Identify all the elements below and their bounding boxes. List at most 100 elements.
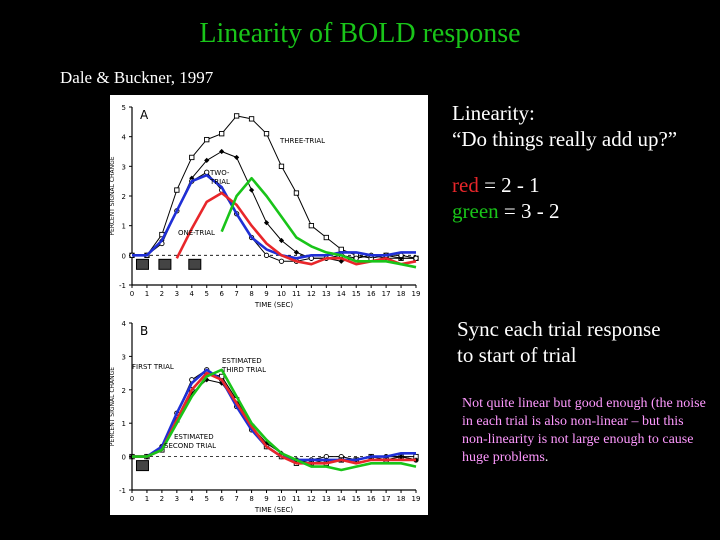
x-tick-label: 2 xyxy=(160,495,164,503)
panel-letter: B xyxy=(140,324,148,338)
label-two-trial-2: TRIAL xyxy=(209,178,230,186)
x-tick-label: 16 xyxy=(367,290,376,298)
series-line xyxy=(132,368,417,472)
x-tick-label: 13 xyxy=(322,495,331,503)
equations-block: red = 2 - 1 green = 3 - 2 xyxy=(452,172,559,224)
x-tick-label: 7 xyxy=(234,495,238,503)
y-tick-label: -1 xyxy=(119,487,126,495)
y-tick-label: 0 xyxy=(122,454,126,462)
x-tick-label: 6 xyxy=(219,290,224,298)
label-first-trial: FIRST TRIAL xyxy=(132,363,174,371)
data-point xyxy=(278,163,285,169)
data-point xyxy=(248,116,255,122)
caveat-end: . xyxy=(544,450,549,465)
slide-title: Linearity of BOLD response xyxy=(199,18,521,49)
data-point xyxy=(248,187,255,193)
red-equation: red = 2 - 1 xyxy=(452,172,559,198)
x-axis-label: TIME (SEC) xyxy=(254,506,294,514)
x-tick-label: 8 xyxy=(249,290,253,298)
linearity-question-block: Linearity: “Do things really add up?” xyxy=(452,100,677,152)
green-word: green xyxy=(452,199,499,223)
linearity-caveat: Not quite linear but good enough (the no… xyxy=(462,395,712,467)
data-point xyxy=(234,154,240,161)
x-tick-label: 15 xyxy=(352,290,361,298)
series-line xyxy=(220,176,417,269)
sync-line-2: to start of trial xyxy=(457,343,577,367)
label-estimated-third-2: THIRD TRIAL xyxy=(221,366,266,374)
data-point xyxy=(204,377,210,383)
y-tick-label: 0 xyxy=(122,252,126,260)
x-tick-label: 1 xyxy=(145,290,149,298)
label-two-trial-1: TWO- xyxy=(209,169,230,177)
x-tick-label: 1 xyxy=(145,495,149,503)
x-tick-label: 19 xyxy=(412,495,421,503)
caveat-text: Not quite linear but good enough (the no… xyxy=(462,396,706,465)
stimulus-marker xyxy=(188,258,202,270)
y-tick-label: 4 xyxy=(122,134,127,142)
data-point xyxy=(263,220,270,226)
y-tick-label: 3 xyxy=(122,163,126,171)
stimulus-marker xyxy=(158,258,172,270)
x-tick-label: 16 xyxy=(367,495,376,503)
x-tick-label: 17 xyxy=(382,290,391,298)
data-point xyxy=(263,252,270,258)
y-axis-label: PERCENT SIGNAL CHANGE xyxy=(110,367,116,446)
x-tick-label: 0 xyxy=(130,495,134,503)
series-line xyxy=(132,173,416,260)
data-point xyxy=(233,113,240,119)
citation: Dale & Buckner, 1997 xyxy=(60,68,214,87)
x-tick-label: 0 xyxy=(130,290,134,298)
x-tick-label: 11 xyxy=(292,290,301,298)
data-point xyxy=(293,190,300,196)
x-tick-label: 12 xyxy=(307,495,316,503)
data-point xyxy=(204,169,210,175)
x-tick-label: 14 xyxy=(337,495,346,503)
data-point xyxy=(338,246,344,253)
y-tick-label: 1 xyxy=(122,420,126,428)
x-tick-label: 13 xyxy=(322,290,331,298)
x-tick-label: 8 xyxy=(249,495,253,503)
series-line xyxy=(132,371,416,465)
x-tick-label: 4 xyxy=(190,495,195,503)
data-point xyxy=(204,136,210,143)
data-point xyxy=(398,454,404,460)
sync-note: Sync each trial response to start of tri… xyxy=(457,316,661,368)
data-point xyxy=(219,131,225,137)
data-point xyxy=(174,187,180,193)
sync-line-1: Sync each trial response xyxy=(457,317,661,341)
x-tick-label: 18 xyxy=(397,290,406,298)
stimulus-marker xyxy=(135,460,149,472)
paper-figure: 5 4 3 2 1 0 -1 0 1 2 3 4 5 6 7 8 9 10 11 12 13 14 15 16 17 18 19 TI… xyxy=(110,95,428,515)
series-line xyxy=(132,115,416,259)
label-one-trial: ONE-TRIAL xyxy=(178,229,215,237)
x-tick-label: 15 xyxy=(352,495,361,503)
red-word: red xyxy=(452,173,479,197)
y-tick-label: 3 xyxy=(122,353,126,361)
x-tick-label: 6 xyxy=(219,495,224,503)
y-tick-label: 2 xyxy=(122,387,126,395)
data-point xyxy=(219,148,225,155)
data-point xyxy=(278,258,285,264)
green-equation-rest: = 3 - 2 xyxy=(498,199,560,223)
x-tick-label: 19 xyxy=(412,290,421,298)
x-tick-label: 9 xyxy=(264,290,268,298)
data-point xyxy=(308,223,315,229)
panel-letter: A xyxy=(140,108,149,122)
stimulus-marker xyxy=(135,258,149,270)
x-tick-label: 17 xyxy=(382,495,391,503)
y-tick-label: 1 xyxy=(122,223,126,231)
linearity-heading: Linearity: xyxy=(452,101,535,125)
y-tick-label: -1 xyxy=(119,282,126,290)
x-tick-label: 7 xyxy=(234,290,238,298)
x-tick-label: 9 xyxy=(264,495,268,503)
x-tick-label: 2 xyxy=(160,290,164,298)
y-tick-label: 2 xyxy=(122,193,126,201)
x-tick-label: 14 xyxy=(337,290,346,298)
x-tick-label: 10 xyxy=(277,290,286,298)
x-tick-label: 5 xyxy=(205,290,209,298)
x-tick-label: 18 xyxy=(397,495,406,503)
label-estimated-third-1: ESTIMATED xyxy=(222,357,262,365)
